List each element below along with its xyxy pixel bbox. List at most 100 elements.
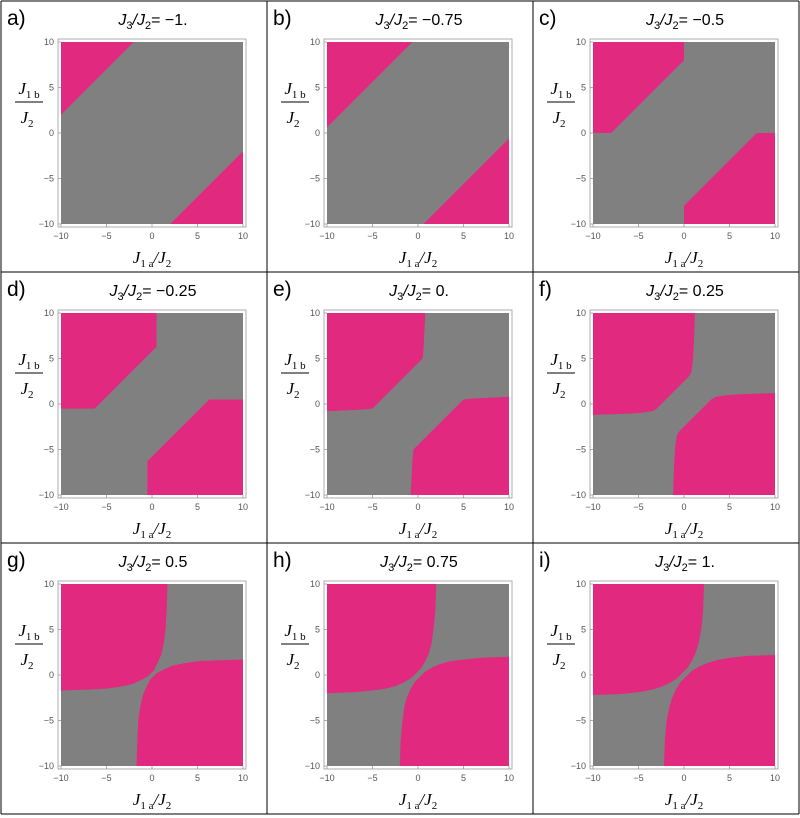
y-tick-label: 5 xyxy=(315,83,320,93)
y-axis-label-numerator: J1 b xyxy=(284,621,306,643)
x-axis-label: J1 a/J2 xyxy=(133,790,171,812)
y-tick-label: 5 xyxy=(581,83,586,93)
title-part: = −1. xyxy=(151,12,187,29)
y-tick-label: 0 xyxy=(49,128,54,138)
axis-label-part: 2 xyxy=(560,660,566,672)
y-tick-label: −5 xyxy=(44,174,54,184)
title-part: /J xyxy=(389,12,403,29)
axis-label-part: 1 b xyxy=(558,360,572,372)
axis-label-part: 2 xyxy=(432,800,438,812)
axis-label-part: 1 b xyxy=(292,631,306,643)
title-part: 2 xyxy=(145,20,151,32)
x-tick-label: 10 xyxy=(238,231,248,241)
axis-label-part: /J xyxy=(152,519,167,538)
axis-label-part: 2 xyxy=(28,389,34,401)
y-tick-label: 10 xyxy=(576,37,586,47)
phase-region xyxy=(61,584,168,691)
x-axis-label: J1 a/J2 xyxy=(399,790,437,812)
x-tick-label: 10 xyxy=(770,231,780,241)
axis-label-part: J xyxy=(550,621,559,640)
x-tick-label: −10 xyxy=(585,231,600,241)
x-tick-label: 0 xyxy=(681,231,686,241)
panel-label: a) xyxy=(7,7,26,30)
x-tick-label: 5 xyxy=(727,773,732,783)
x-tick-label: 0 xyxy=(681,502,686,512)
axis-label-part: 2 xyxy=(698,258,704,270)
y-axis-label-denominator: J2 xyxy=(286,108,299,130)
title-part: J xyxy=(375,12,385,29)
axis-label-part: 2 xyxy=(698,800,704,812)
axis-label-part: J xyxy=(552,650,561,669)
x-tick-label: −10 xyxy=(53,502,68,512)
x-tick-label: 5 xyxy=(195,502,200,512)
axis-label-part: J xyxy=(286,650,295,669)
y-axis-label-denominator: J2 xyxy=(286,379,299,401)
x-tick-label: 0 xyxy=(681,773,686,783)
axis-label-part: /J xyxy=(418,519,433,538)
axis-label-part: J xyxy=(18,350,27,369)
axis-label-part: J xyxy=(399,790,408,809)
axis-label-part: /J xyxy=(152,248,167,267)
axis-label-part: J xyxy=(552,379,561,398)
x-tick-label: 5 xyxy=(727,502,732,512)
axis-label-part: 1 a xyxy=(140,529,153,541)
axis-label-part: 2 xyxy=(294,118,300,130)
x-axis-label: J1 a/J2 xyxy=(399,248,437,270)
y-axis-label-denominator: J2 xyxy=(286,650,299,672)
panel-label: g) xyxy=(7,549,26,572)
axis-label-part: 2 xyxy=(560,118,566,130)
title-part: /J xyxy=(132,12,146,29)
y-tick-label: 10 xyxy=(310,308,320,318)
y-tick-label: 5 xyxy=(315,625,320,635)
phase-region xyxy=(684,133,775,224)
axis-label-part: /J xyxy=(418,790,433,809)
panel-label: e) xyxy=(273,278,292,301)
y-axis-label-denominator: J2 xyxy=(20,379,33,401)
phase-region xyxy=(147,399,243,495)
title-part: = 0.5 xyxy=(151,554,187,571)
x-tick-label: −10 xyxy=(585,502,600,512)
title-part: 2 xyxy=(682,562,688,574)
y-tick-label: 5 xyxy=(315,354,320,364)
title-part: = −0.75 xyxy=(408,12,462,29)
x-tick-label: 10 xyxy=(238,502,248,512)
title-part: 3 xyxy=(388,562,394,574)
panel-title: J3/J2= −1. xyxy=(117,12,187,32)
title-part: = −0.5 xyxy=(679,12,724,29)
x-tick-label: 5 xyxy=(461,502,466,512)
axis-label-part: 1 b xyxy=(292,89,306,101)
y-tick-label: −5 xyxy=(576,716,586,726)
y-tick-label: −5 xyxy=(44,716,54,726)
x-tick-label: 0 xyxy=(415,231,420,241)
title-part: 2 xyxy=(407,562,413,574)
axis-label-part: /J xyxy=(684,248,699,267)
y-axis-label-denominator: J2 xyxy=(20,108,33,130)
axis-label-part: 2 xyxy=(432,258,438,270)
y-tick-label: −10 xyxy=(39,761,54,771)
x-tick-label: 0 xyxy=(149,773,154,783)
y-tick-label: −5 xyxy=(310,174,320,184)
axis-label-part: J xyxy=(133,790,142,809)
axis-label-part: 1 a xyxy=(406,529,419,541)
axis-label-part: J xyxy=(286,108,295,127)
axis-label-part: J xyxy=(552,108,561,127)
x-axis-label: J1 a/J2 xyxy=(665,248,703,270)
x-tick-label: −5 xyxy=(633,502,643,512)
y-axis-label-numerator: J1 b xyxy=(18,79,40,101)
title-part: 3 xyxy=(654,291,660,303)
axis-label-part: 1 a xyxy=(140,258,153,270)
panel-title: J3/J2= −0.25 xyxy=(109,283,197,303)
phase-region xyxy=(410,396,509,495)
x-tick-label: 5 xyxy=(461,773,466,783)
phase-region xyxy=(327,313,426,412)
title-part: /J xyxy=(123,283,137,300)
title-part: /J xyxy=(402,283,416,300)
axis-label-part: J xyxy=(665,248,674,267)
y-tick-label: −5 xyxy=(44,445,54,455)
x-tick-label: 10 xyxy=(504,231,514,241)
y-tick-label: 0 xyxy=(315,128,320,138)
x-tick-label: −5 xyxy=(633,231,643,241)
